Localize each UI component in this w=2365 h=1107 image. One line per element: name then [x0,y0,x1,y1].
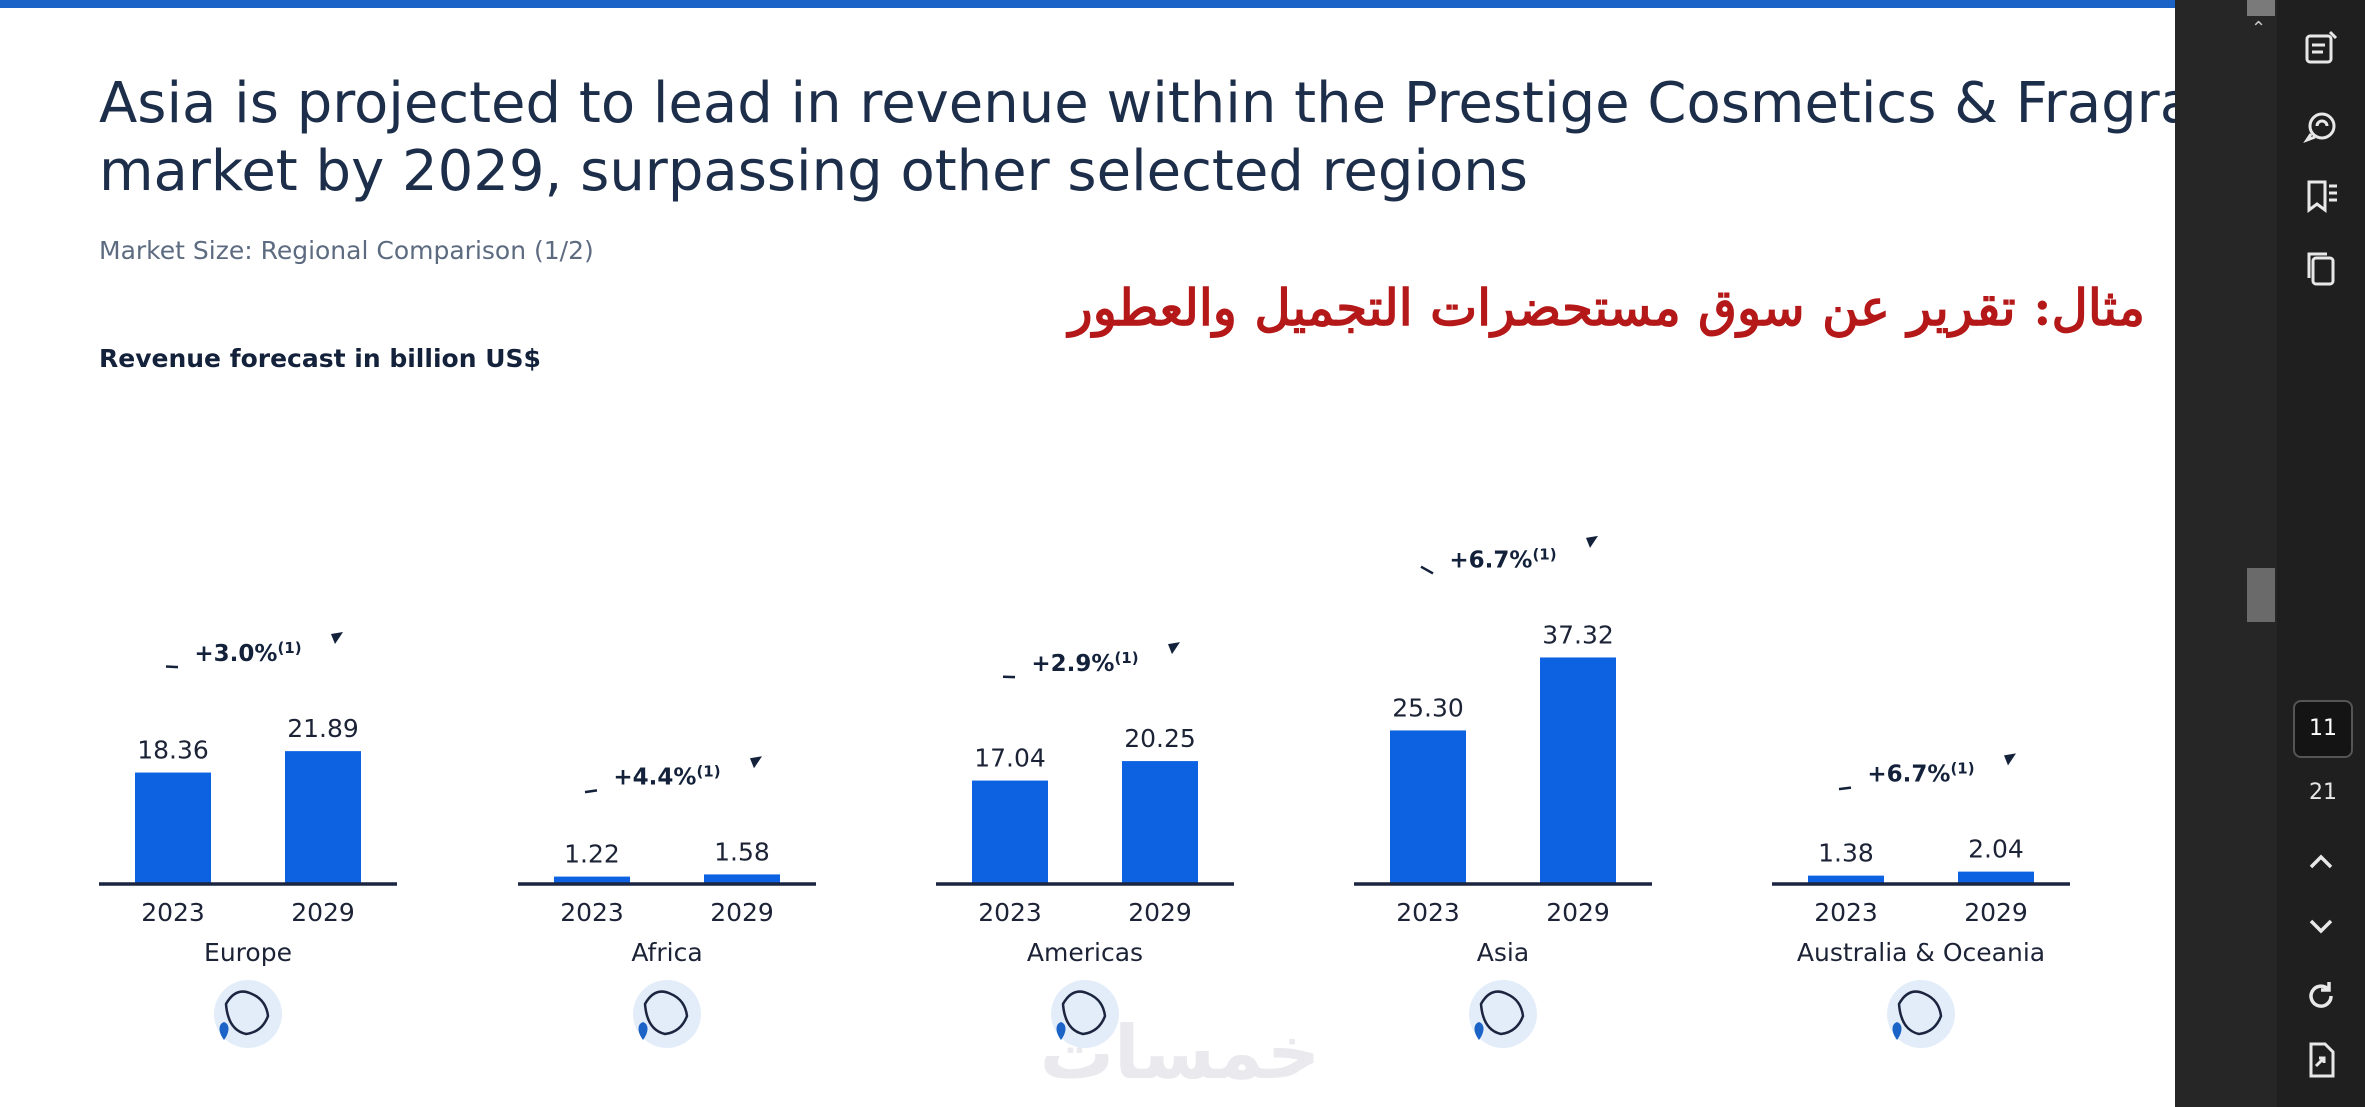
comment-icon[interactable] [2301,106,2341,146]
value-label-africa-2023: 1.22 [564,840,620,869]
tick-label-australia-oceania-2029: 2029 [1964,898,2028,927]
trend-arrowhead-europe [331,632,343,645]
value-label-europe-2029: 21.89 [287,714,359,743]
chart-group-americas: 17.04 2023 20.25 2029 Americas +2.9%(1) [936,642,1234,1048]
viewer-toolbar [2277,0,2365,1107]
cagr-label-africa: +4.4%(1) [613,762,720,790]
total-pages-label: 21 [2309,780,2337,805]
value-label-australia-oceania-2023: 1.38 [1818,839,1874,868]
americas-location-pin-icon [1056,1022,1066,1040]
export-icon[interactable] [2301,1040,2341,1080]
cagr-label-asia: +6.7%(1) [1449,545,1556,573]
tick-label-africa-2023: 2023 [560,898,624,927]
bar-europe-2029 [285,751,361,884]
watermark: خمسات [1039,1010,1321,1096]
chart-group-europe: 18.36 2023 21.89 2029 Europe +3.0%(1) [99,632,397,1048]
tick-label-americas-2029: 2029 [1128,898,1192,927]
region-label-europe: Europe [204,938,292,967]
region-label-asia: Asia [1477,938,1529,967]
notes-icon[interactable] [2301,28,2341,68]
bar-australia-oceania-2029 [1958,871,2034,884]
slide-title-line-1: Asia is projected to lead in revenue wit… [99,71,2324,136]
vertical-scrollbar[interactable] [2175,0,2277,1107]
slide-title-line-2: market by 2029, surpassing other selecte… [99,139,1528,204]
bar-asia-2029 [1540,657,1616,884]
slide-top-accent-bar [0,0,2175,8]
value-label-americas-2023: 17.04 [974,744,1046,773]
regional-revenue-chart: 18.36 2023 21.89 2029 Europe +3.0%(1) 1.22 2023… [99,535,2070,1048]
bar-americas-2023 [972,780,1048,884]
australia-oceania-location-pin-icon [1892,1022,1902,1040]
trend-arrowhead-africa [750,756,762,769]
current-page-field[interactable]: 11 [2293,700,2353,758]
value-label-australia-oceania-2029: 2.04 [1968,835,2024,864]
pdf-page [0,8,2175,1107]
trend-line-africa [584,789,598,794]
trend-line-europe [165,665,179,669]
trend-line-asia [1420,565,1434,575]
region-label-africa: Africa [631,938,702,967]
bar-africa-2023 [554,876,630,884]
africa-location-pin-icon [638,1022,648,1040]
europe-location-pin-icon [219,1022,229,1040]
europe-map-outline [224,990,270,1036]
value-label-americas-2029: 20.25 [1124,724,1196,753]
slide-subtitle: Market Size: Regional Comparison (1/2) [99,236,594,265]
chart-group-asia: 25.30 2023 37.32 2029 Asia +6.7%(1) [1354,535,1652,1048]
trend-arrowhead-australia-oceania [2004,753,2016,766]
cagr-label-europe: +3.0%(1) [194,639,301,667]
bookmarks-icon[interactable] [2301,176,2341,216]
scrollbar-top-cap [2247,0,2275,16]
chart-y-label: Revenue forecast in billion US$ [99,344,541,373]
tick-label-americas-2023: 2023 [978,898,1042,927]
cagr-label-americas: +2.9%(1) [1031,649,1138,677]
value-label-asia-2029: 37.32 [1542,620,1614,649]
africa-map-outline [643,990,689,1036]
slide-title: Asia is projected to lead in revenue wit… [99,70,2324,206]
trend-arrowhead-asia [1586,535,1598,548]
region-label-americas: Americas [1027,938,1143,967]
asia-location-pin-icon [1474,1022,1484,1040]
chart-group-australia-oceania: 1.38 2023 2.04 2029 Australia & Oceania +6.7%… [1772,753,2070,1048]
refresh-icon[interactable] [2301,976,2341,1016]
tick-label-africa-2029: 2029 [710,898,774,927]
tick-label-asia-2029: 2029 [1546,898,1610,927]
bar-australia-oceania-2023 [1808,875,1884,884]
chart-group-africa: 1.22 2023 1.58 2029 Africa +4.4%(1) [518,756,816,1048]
value-label-europe-2023: 18.36 [137,736,209,765]
bar-africa-2029 [704,874,780,884]
arabic-caption: مثال: تقرير عن سوق مستحضرات التجميل والع… [1068,278,2145,337]
bar-americas-2029 [1122,761,1198,884]
cagr-label-australia-oceania: +6.7%(1) [1867,760,1974,788]
scrollbar-thumb[interactable] [2247,568,2275,622]
tick-label-australia-oceania-2023: 2023 [1814,898,1878,927]
asia-map-outline [1479,990,1525,1036]
tick-label-europe-2029: 2029 [291,898,355,927]
americas-map-outline [1061,990,1107,1036]
bar-europe-2023 [135,772,211,884]
region-label-australia-oceania: Australia & Oceania [1797,938,2045,967]
tick-label-asia-2023: 2023 [1396,898,1460,927]
australia-oceania-map-outline [1897,990,1943,1036]
value-label-africa-2029: 1.58 [714,837,770,866]
scroll-up-arrow-icon[interactable]: ⌃ [2251,18,2267,39]
value-label-asia-2023: 25.30 [1392,693,1464,722]
trend-line-australia-oceania [1838,786,1852,791]
trend-arrowhead-americas [1168,642,1180,655]
page-down-icon[interactable] [2301,906,2341,946]
pages-icon[interactable] [2301,248,2341,288]
bar-asia-2023 [1390,730,1466,884]
page-up-icon[interactable] [2301,842,2341,882]
tick-label-europe-2023: 2023 [141,898,205,927]
